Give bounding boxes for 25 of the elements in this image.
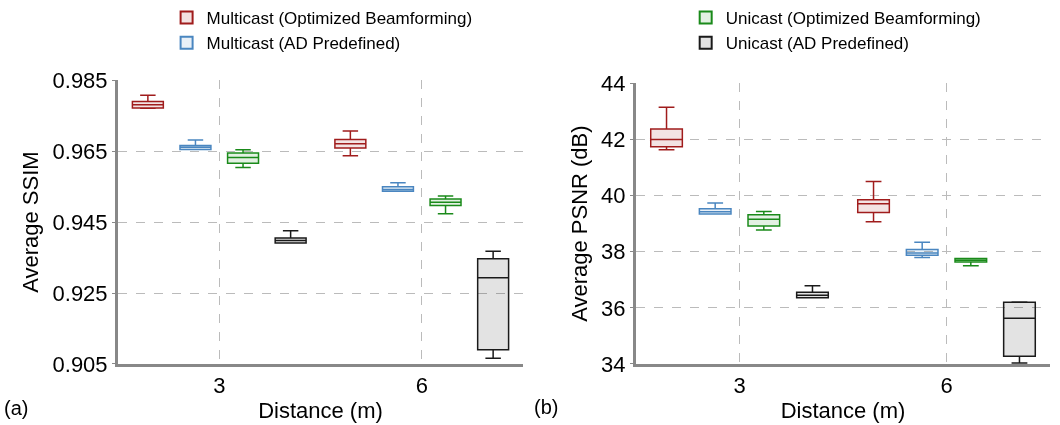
- legend-label: Unicast (AD Predefined): [725, 34, 909, 54]
- y-tick-label: 42: [601, 127, 626, 153]
- x-tick-label: 6: [940, 373, 953, 399]
- legend-label: Multicast (AD Predefined): [206, 34, 401, 54]
- legend-label: Unicast (Optimized Beamforming): [725, 9, 981, 29]
- y-tick-label: 0.965: [52, 138, 108, 164]
- legend-label: Multicast (Optimized Beamforming): [206, 9, 473, 29]
- y-tick-label: 44: [601, 71, 626, 96]
- text: (b): [534, 396, 559, 418]
- x-axis-title: Distance (m): [780, 398, 906, 424]
- y-tick-label: 40: [601, 183, 626, 209]
- y-axis-title: Average PSNR (dB): [566, 125, 592, 322]
- y-tick-label: 0.905: [52, 351, 108, 377]
- y-tick-label: 0.985: [52, 68, 108, 93]
- y-tick-label: 0.925: [52, 280, 108, 306]
- y-axis-title: Average SSIM: [18, 151, 44, 293]
- x-tick-label: 3: [733, 373, 746, 399]
- x-tick-label: 3: [213, 373, 226, 399]
- x-tick-label: 6: [415, 373, 428, 399]
- y-tick-label: 34: [601, 351, 626, 377]
- y-tick-label: 36: [601, 295, 626, 321]
- y-tick-label: 0.945: [52, 209, 108, 235]
- x-axis-title: Distance (m): [258, 398, 383, 424]
- y-tick-label: 38: [601, 239, 626, 265]
- text: (a): [4, 397, 29, 419]
